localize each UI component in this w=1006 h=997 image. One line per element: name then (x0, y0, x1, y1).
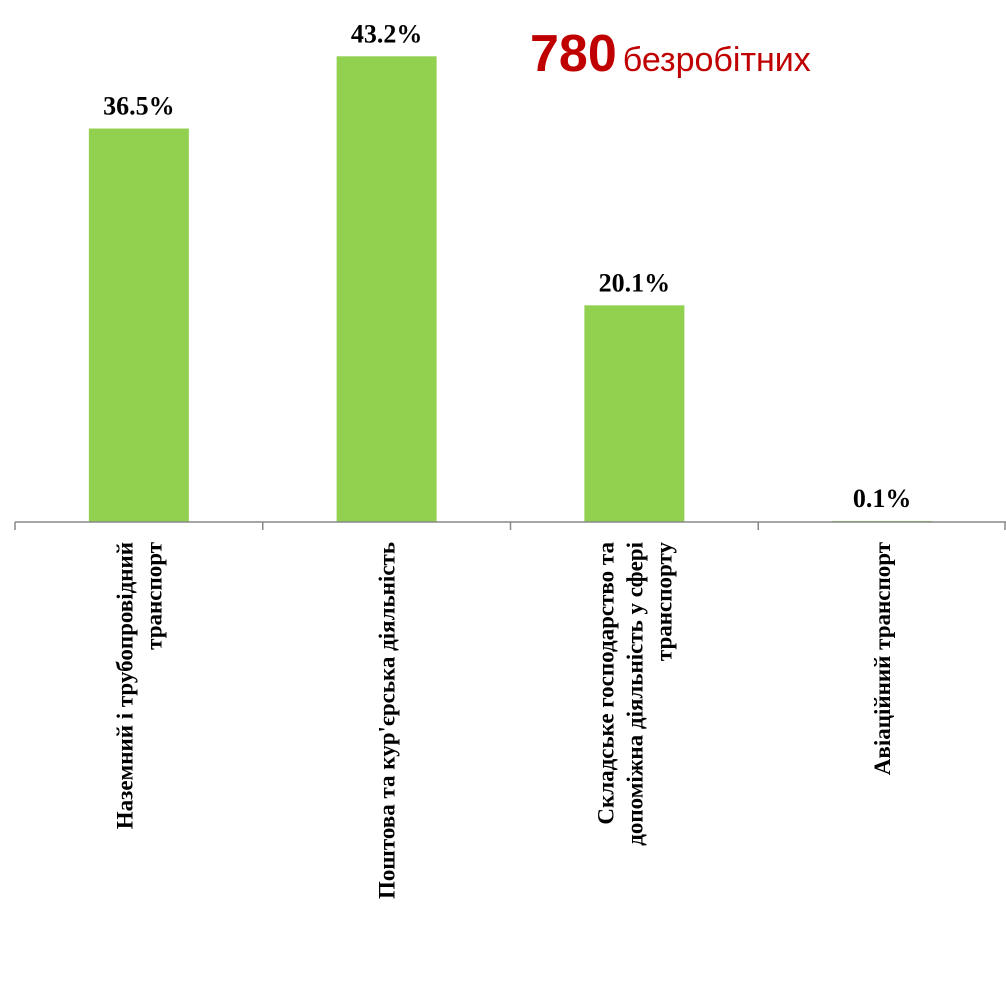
x-axis (14, 521, 1006, 530)
bar-2 (336, 56, 437, 522)
bar-1 (88, 128, 189, 522)
category-label-4: Авіаційний транспорт (870, 541, 895, 775)
category-label-1: Наземний і трубопровідний транспорт (112, 541, 166, 829)
category-label-3: Складське господарство та допоміжна діяль… (593, 541, 676, 845)
data-label-2: 43.2% (351, 19, 423, 48)
data-labels-group: 36.5% 43.2% 20.1% 0.1% (103, 19, 911, 513)
unemployed-word: безробітних (622, 41, 811, 79)
unemployed-count-annotation: 780 безробітних (530, 28, 811, 80)
data-label-3: 20.1% (599, 268, 671, 297)
category-label-2: Поштова та кур'єрська діяльність (375, 542, 400, 899)
category-labels-group: Наземний і трубопровідний транспорт Поштов… (112, 541, 895, 899)
data-label-1: 36.5% (103, 92, 175, 121)
unemployed-count: 780 (530, 25, 617, 83)
data-label-4: 0.1% (853, 484, 912, 513)
bars-group (88, 56, 933, 522)
bar-3 (584, 305, 685, 522)
